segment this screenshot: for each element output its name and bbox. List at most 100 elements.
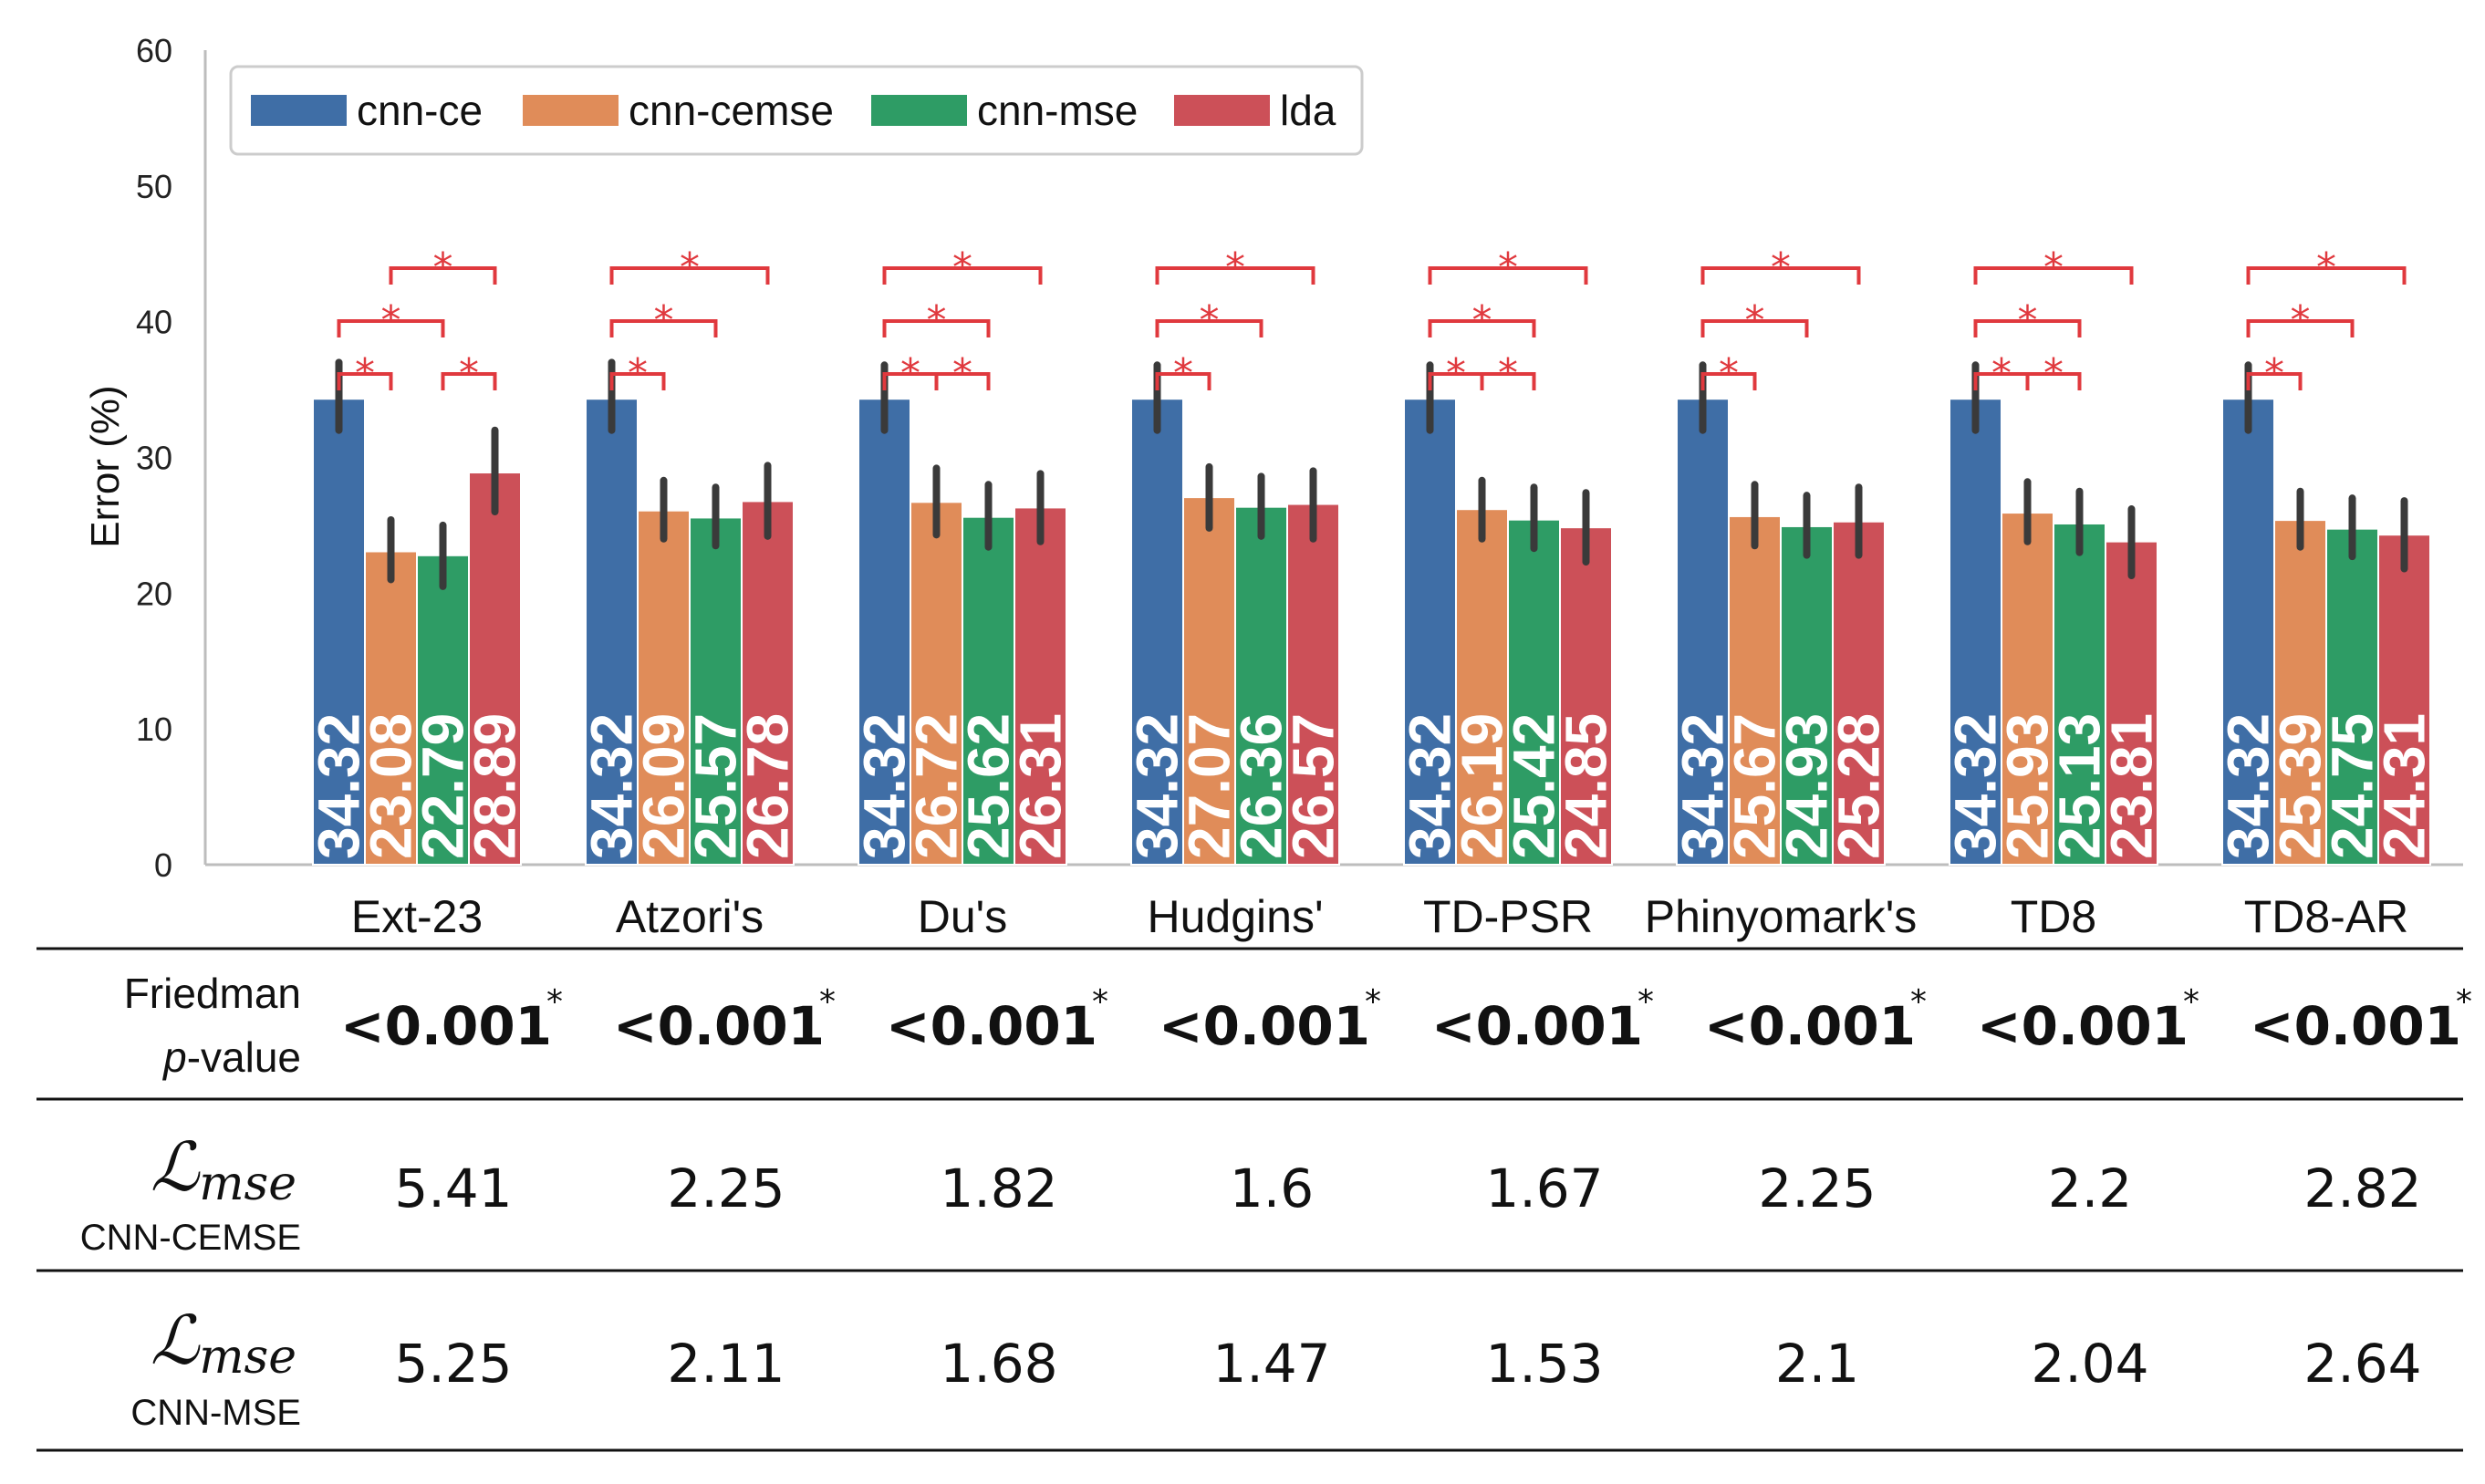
legend-label: cnn-ce: [357, 87, 483, 134]
significance-star: *: [381, 297, 401, 344]
significance-bracket: [2246, 319, 2355, 337]
bar-value-label: 24.93: [1774, 713, 1840, 859]
significance-star: *: [1498, 244, 1518, 291]
significance-star: *: [1719, 350, 1739, 397]
friedman-pvalue: <0.001: [886, 995, 1097, 1057]
significance-bracket: [1973, 319, 2082, 337]
bar-value-label: 34.32: [579, 713, 645, 859]
bar-value-label: 34.32: [1398, 713, 1463, 859]
y-tick-label: 30: [136, 440, 172, 477]
legend-label: lda: [1280, 87, 1336, 134]
y-tick-label: 0: [154, 846, 172, 884]
lmse-value: 2.82: [2303, 1157, 2421, 1219]
lmse-value: 2.25: [667, 1157, 785, 1219]
significance-bracket: [1700, 372, 1757, 390]
pvalue-label-p: p: [161, 1033, 187, 1081]
significance-bracket: [1700, 319, 1809, 337]
bar-value-label: 25.39: [2268, 713, 2334, 859]
friedman-pvalue: <0.001: [1977, 995, 2189, 1057]
significance-star: *: [2043, 350, 2064, 397]
lmse-value: 1.82: [940, 1157, 1057, 1219]
significance-bracket: [609, 372, 666, 390]
friedman-significance-star: *: [1365, 983, 1381, 1021]
legend-swatch: [251, 95, 347, 126]
significance-bracket: [1155, 372, 1211, 390]
significance-star: *: [459, 350, 479, 397]
bar-value-label: 24.75: [2320, 713, 2386, 859]
significance-star: *: [628, 350, 648, 397]
bar-value-label: 25.57: [683, 713, 749, 859]
significance-star: *: [2043, 244, 2064, 291]
x-tick-label: Du's: [918, 891, 1007, 942]
significance-bracket: [1480, 372, 1536, 390]
lmse-value: 2.11: [667, 1333, 785, 1395]
lmse-value: 1.67: [1485, 1157, 1603, 1219]
lmse-value: 1.6: [1230, 1157, 1314, 1219]
bar-value-label: 34.32: [1125, 713, 1191, 859]
bar-value-label: 34.32: [307, 713, 372, 859]
bar-value-label: 23.08: [359, 713, 424, 859]
significance-bracket: [609, 319, 718, 337]
significance-star: *: [1173, 350, 1193, 397]
significance-bracket: [337, 372, 393, 390]
significance-bracket: [609, 266, 770, 285]
lmse-value: 2.1: [1775, 1333, 1859, 1395]
legend-swatch: [523, 95, 619, 126]
significance-bracket: [1428, 266, 1588, 285]
bars: 34.32 34.32 34.32 34.32 34.32 34.32 34.32 34.32…: [307, 358, 2438, 867]
significance-star: *: [2316, 244, 2336, 291]
bar: [468, 472, 522, 866]
bar: [1234, 505, 1288, 867]
pvalue-label: p-value: [161, 1033, 301, 1081]
friedman-pvalue: <0.001: [613, 995, 825, 1057]
significance-star: *: [2018, 297, 2038, 344]
bar-value-label: 26.09: [631, 713, 697, 859]
friedman-significance-star: *: [2183, 983, 2199, 1021]
bar-value-label: 26.31: [1008, 713, 1074, 859]
x-tick-label: Phinyomark's: [1645, 891, 1918, 942]
lmse-caption: CNN-MSE: [130, 1393, 301, 1433]
significance-star: *: [927, 297, 947, 344]
bar: [1507, 518, 1561, 866]
significance-brackets: * ******* ******* ******* ******: [337, 244, 2407, 397]
significance-star: *: [952, 350, 972, 397]
bar: [2105, 540, 2158, 866]
significance-star: *: [654, 297, 674, 344]
bar: [689, 516, 743, 866]
bar: [910, 501, 963, 866]
significance-star: *: [1446, 350, 1466, 397]
bar-value-label: 25.67: [1722, 713, 1788, 859]
y-tick-label: 50: [136, 168, 172, 205]
friedman-significance-star: *: [1910, 983, 1927, 1021]
legend-label: cnn-mse: [977, 87, 1138, 134]
significance-bracket: [1428, 319, 1536, 337]
significance-star: *: [1200, 297, 1220, 344]
lmse-value: 1.68: [940, 1333, 1057, 1395]
y-tick-label: 40: [136, 304, 172, 341]
significance-bracket: [1155, 319, 1263, 337]
bar: [1832, 520, 1886, 866]
significance-star: *: [1745, 297, 1765, 344]
x-tick-label: Ext-23: [351, 891, 483, 942]
lmse-symbol: ℒmse: [151, 1302, 296, 1385]
bar-value-label: 25.93: [1995, 713, 2061, 859]
y-tick-label: 20: [136, 575, 172, 612]
bar-value-label: 26.72: [904, 713, 970, 859]
significance-star: *: [355, 350, 375, 397]
x-tick-label: TD8-AR: [2244, 891, 2409, 942]
friedman-pvalue: <0.001: [1704, 995, 1916, 1057]
significance-bracket: [337, 319, 445, 337]
significance-bracket: [389, 266, 497, 285]
significance-star: *: [1472, 297, 1492, 344]
x-tick-label: Hudgins': [1148, 891, 1324, 942]
significance-bracket: [934, 372, 991, 390]
bar: [1182, 496, 1236, 866]
x-tick-label: Atzori's: [616, 891, 764, 942]
significance-bracket: [2025, 372, 2082, 390]
significance-bracket: [441, 372, 497, 390]
x-tick-label: TD-PSR: [1423, 891, 1593, 942]
bar-value-label: 25.62: [956, 713, 1022, 859]
significance-bracket: [1973, 266, 2134, 285]
bar-value-label: 22.79: [411, 713, 476, 859]
friedman-significance-star: *: [1092, 983, 1108, 1021]
